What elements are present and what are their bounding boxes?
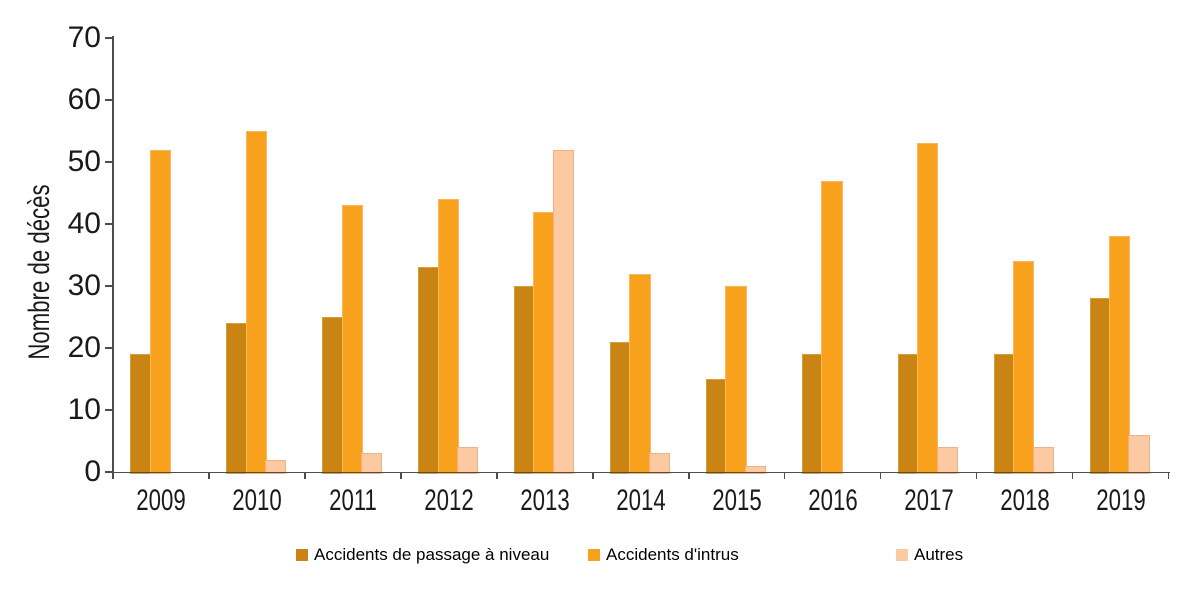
x-axis-tick-label: 2011 xyxy=(329,484,377,517)
y-tick xyxy=(105,409,113,411)
x-axis-tick-label: 2015 xyxy=(711,484,762,517)
bar-2014-series1 xyxy=(629,273,651,474)
y-tick xyxy=(105,347,113,349)
x-tick xyxy=(975,472,978,479)
bar-2016-series0 xyxy=(802,354,824,474)
y-axis-tick-label: 40 xyxy=(67,207,101,240)
bar-2010-series1 xyxy=(245,131,267,474)
bar-2015-series0 xyxy=(706,379,728,474)
bar-2019-series1 xyxy=(1109,236,1131,474)
x-tick xyxy=(304,472,306,479)
bar-2013-series0 xyxy=(514,286,536,474)
bar-2011-series1 xyxy=(341,205,363,474)
x-axis-tick-label: 2017 xyxy=(903,484,954,517)
y-axis-tick-label: 10 xyxy=(67,393,101,426)
x-tick xyxy=(496,472,498,479)
bar-2017-series2 xyxy=(936,447,958,474)
x-tick xyxy=(112,472,114,479)
bar-2018-series0 xyxy=(993,354,1016,474)
x-axis-tick-label: 2009 xyxy=(136,484,186,517)
x-tick xyxy=(688,472,690,479)
bar-2009-series0 xyxy=(130,354,152,474)
bar-2013-series2 xyxy=(552,149,574,474)
bar-2010-series0 xyxy=(226,323,248,474)
x-axis-tick-label: 2016 xyxy=(807,484,858,517)
x-tick xyxy=(1167,472,1170,479)
y-tick xyxy=(105,161,113,163)
bar-2009-series1 xyxy=(149,149,171,474)
x-axis-tick-label: 2010 xyxy=(232,484,282,517)
x-tick xyxy=(400,472,402,479)
bar-2014-series2 xyxy=(648,453,670,474)
bar-2011-series2 xyxy=(360,453,383,474)
bar-2013-series1 xyxy=(533,211,555,474)
bar-2019-series0 xyxy=(1089,298,1112,474)
x-axis-tick-label: 2012 xyxy=(424,484,474,517)
bar-2018-series1 xyxy=(1013,261,1035,474)
bar-2015-series1 xyxy=(725,286,747,474)
y-axis-tick-label: 20 xyxy=(67,331,101,364)
bar-2017-series0 xyxy=(897,354,920,474)
x-axis-tick-label: 2019 xyxy=(1095,484,1146,517)
x-tick xyxy=(879,472,882,479)
x-axis-tick-label: 2018 xyxy=(999,484,1050,517)
bar-2012-series0 xyxy=(418,267,440,474)
x-axis-tick-label: 2014 xyxy=(616,484,666,517)
bar-2012-series1 xyxy=(437,199,459,474)
bar-2011-series0 xyxy=(322,317,344,474)
x-axis-line xyxy=(112,471,1170,473)
y-axis-tick-label: 50 xyxy=(67,145,101,178)
y-axis-tick-label: 60 xyxy=(67,83,101,116)
x-tick xyxy=(208,472,210,479)
x-tick xyxy=(1071,472,1074,479)
y-tick xyxy=(105,471,113,473)
y-axis-tick-label: 70 xyxy=(67,21,101,54)
bar-2015-series2 xyxy=(744,465,766,474)
bar-2018-series2 xyxy=(1032,447,1054,474)
y-tick xyxy=(105,285,113,287)
x-tick xyxy=(783,472,786,479)
x-tick xyxy=(592,472,594,479)
bar-2012-series2 xyxy=(456,447,479,474)
y-tick xyxy=(105,223,113,225)
y-axis-tick-label: 0 xyxy=(84,455,101,488)
bar-2010-series2 xyxy=(264,459,287,474)
y-tick xyxy=(105,37,113,39)
y-tick xyxy=(105,99,113,101)
y-axis-tick-label: 30 xyxy=(67,269,101,302)
y-axis-line xyxy=(112,36,114,473)
bar-2017-series1 xyxy=(917,143,939,474)
x-axis-tick-label: 2013 xyxy=(520,484,570,517)
bar-2016-series1 xyxy=(821,180,843,474)
bar-2014-series0 xyxy=(610,341,632,474)
bar-2019-series2 xyxy=(1128,434,1150,474)
